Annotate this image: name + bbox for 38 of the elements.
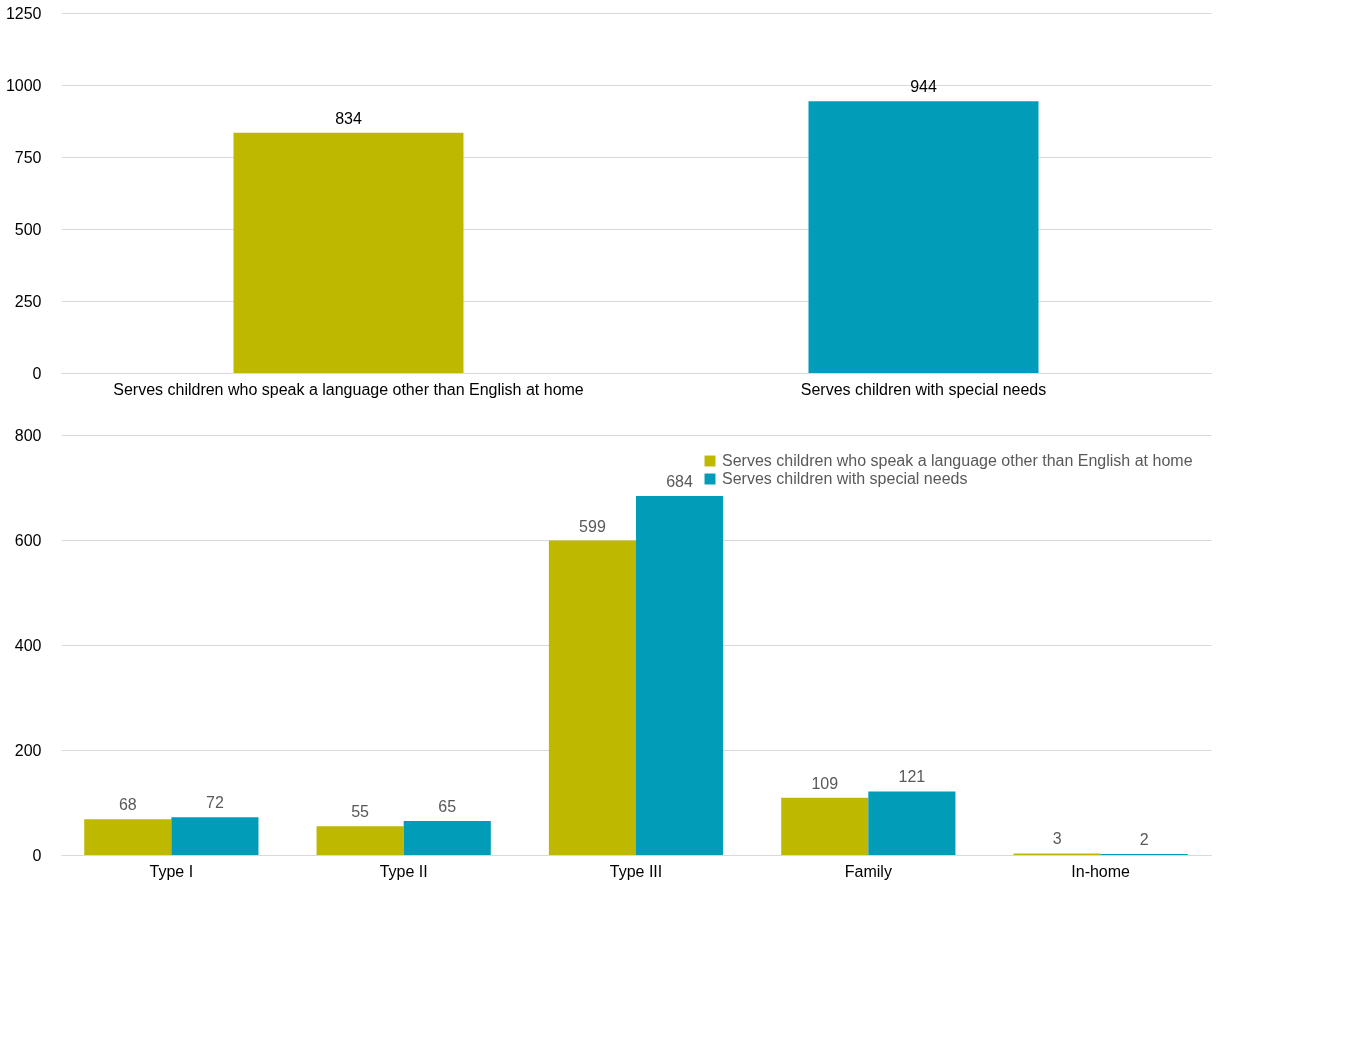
- y-tick-label: 200: [14, 741, 42, 759]
- y-tick-label: 0: [32, 364, 42, 382]
- y-tick-label: 400: [14, 636, 42, 654]
- data-label: 3: [1052, 830, 1062, 848]
- data-label: 72: [206, 794, 224, 812]
- data-label: 2: [1139, 830, 1149, 848]
- legend-label: Serves children who speak a language other than English at home: [722, 452, 1193, 469]
- y-tick-label: 1250: [5, 4, 42, 22]
- y-tick-label: 750: [14, 148, 42, 166]
- data-label: 65: [438, 797, 457, 815]
- y-tick-label: 250: [14, 292, 42, 310]
- bar: [868, 791, 956, 855]
- y-tick-label: 600: [14, 531, 42, 549]
- y-tick-label: 1000: [5, 76, 42, 94]
- bar: [636, 495, 724, 855]
- x-tick-label: Type I: [149, 862, 194, 880]
- data-label: 944: [910, 78, 937, 96]
- data-label: 834: [335, 109, 362, 127]
- data-label: 599: [579, 517, 606, 535]
- data-label: 68: [118, 796, 137, 814]
- y-tick-label: 500: [14, 220, 42, 238]
- bar: [548, 540, 636, 855]
- data-label: 55: [351, 803, 370, 821]
- bar: [316, 826, 404, 855]
- bar: [781, 797, 869, 855]
- bar: [84, 819, 172, 855]
- data-label: 121: [898, 768, 926, 786]
- y-tick-label: 0: [32, 846, 42, 864]
- bar: [171, 817, 259, 855]
- data-label: 109: [811, 774, 839, 792]
- y-tick-label: 800: [14, 426, 42, 444]
- bar: [403, 820, 491, 855]
- legend-label: Serves children with special needs: [722, 470, 968, 487]
- x-tick-label: In-home: [1071, 862, 1131, 880]
- x-tick-label: Type III: [609, 862, 663, 880]
- x-tick-label: Type II: [379, 862, 428, 880]
- data-label: 684: [666, 472, 694, 490]
- x-tick-label: Family: [844, 862, 892, 880]
